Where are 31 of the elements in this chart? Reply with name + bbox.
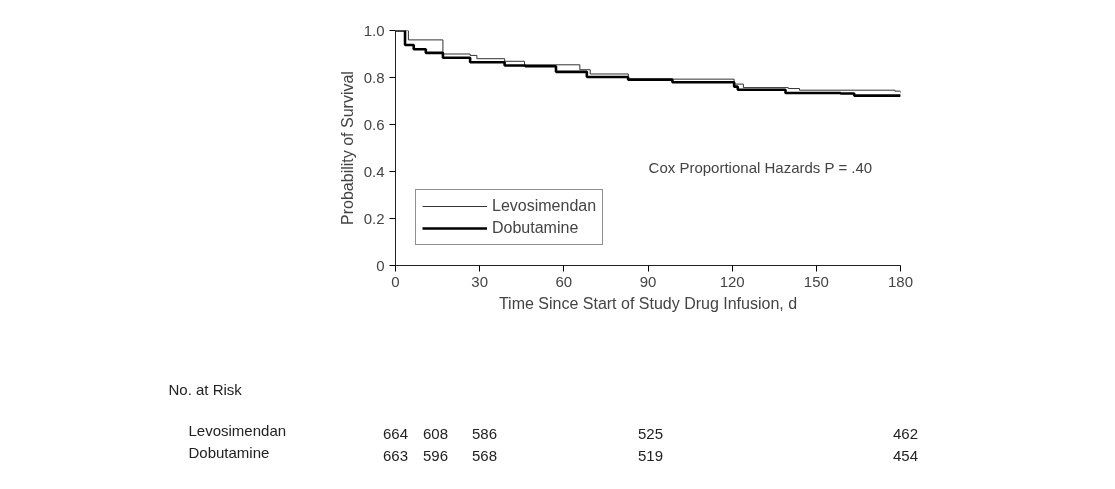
text: 663 [382, 446, 409, 464]
text: 664 [382, 424, 409, 442]
text: 568 [471, 446, 498, 464]
x-tick-label: 150 [803, 272, 829, 290]
text: 519 [637, 446, 664, 464]
x-tick-label: 30 [471, 272, 489, 290]
x-tick-label: 60 [555, 272, 573, 290]
text: 608 [422, 424, 449, 442]
text: Levosimendan [188, 421, 287, 439]
text: 586 [471, 424, 498, 442]
text: 454 [892, 446, 919, 464]
text: No. at Risk [168, 380, 243, 398]
text: 462 [892, 424, 919, 442]
x-tick-label: 180 [887, 272, 914, 290]
y-tick-label: 0.4 [363, 162, 385, 180]
x-tick-label: 90 [639, 272, 657, 290]
y-tick-label: 0.6 [363, 115, 385, 133]
y-tick-label: 0.2 [363, 209, 385, 227]
legend-label: Levosimendan [492, 196, 597, 216]
x-tick-label: 120 [719, 272, 745, 290]
y-tick-label: 1.0 [363, 21, 385, 39]
y-axis-title: Probability of Survival [338, 71, 356, 225]
text: 525 [637, 424, 664, 442]
x-axis-title: Time Since Start of Study Drug Infusion, d [498, 294, 798, 312]
text: 596 [422, 446, 449, 464]
legend-label: Dobutamine [492, 218, 579, 238]
y-tick-label: 0 [376, 256, 385, 274]
text: Dobutamine [188, 443, 270, 461]
y-tick-label: 0.8 [363, 68, 385, 86]
x-tick-label: 0 [391, 272, 400, 290]
annotation: Cox Proportional Hazards P = .40 [648, 159, 873, 177]
